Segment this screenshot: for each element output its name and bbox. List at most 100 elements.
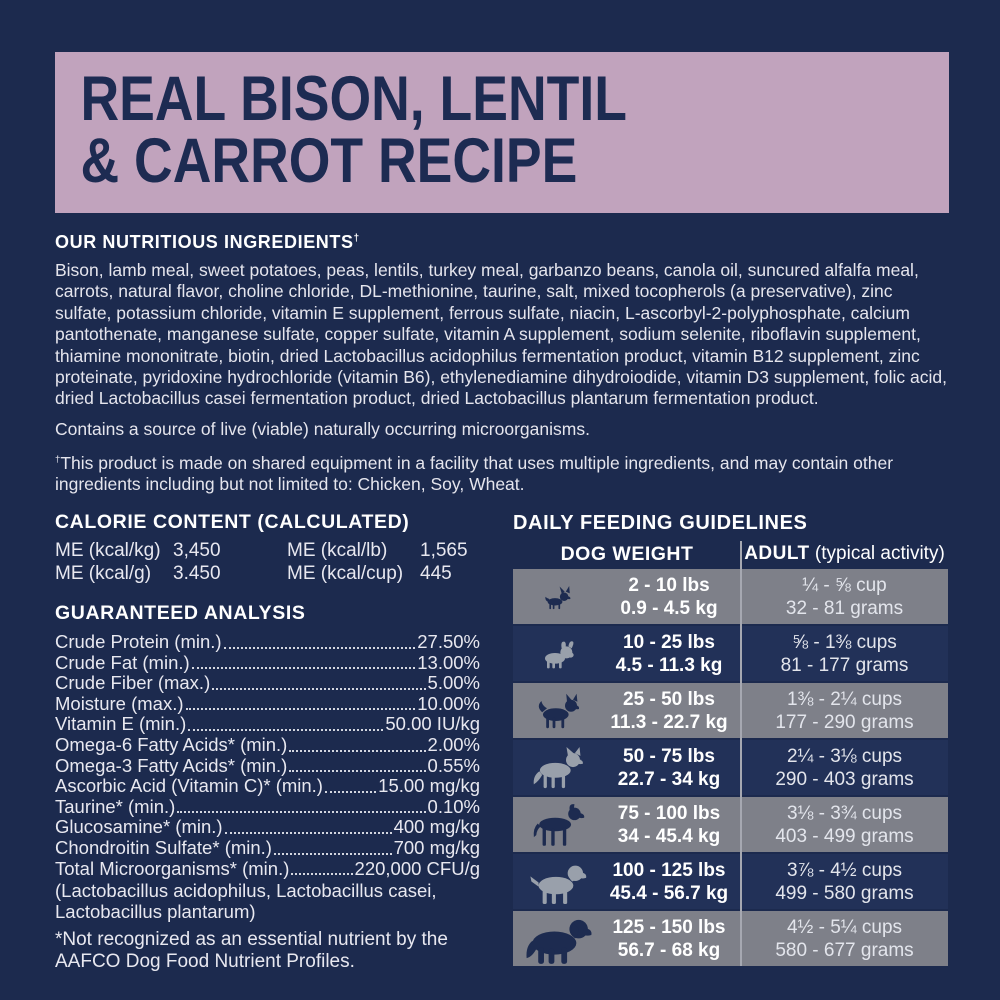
- analysis-value: 13.00%: [417, 651, 480, 673]
- amount-grams: 32 - 81 grams: [785, 597, 904, 619]
- chihuahua-icon: [542, 584, 576, 610]
- analysis-value: 5.00%: [427, 672, 480, 694]
- analysis-label: Omega-6 Fatty Acids* (min.): [55, 733, 288, 755]
- analysis-row: Crude Fiber (max.) 5.00%: [55, 673, 480, 694]
- feeding-row: 75 - 100 lbs 34 - 45.4 kg 3⅛ - 3¾ cups 403…: [513, 797, 948, 852]
- calorie-content-table: ME (kcal/kg) 3,450 ME (kcal/lb) 1,565 ME…: [55, 540, 490, 585]
- analysis-label: Taurine* (min.): [55, 795, 176, 817]
- dot-leader: [224, 831, 392, 834]
- amount-cups: 3⅞ - 4½ cups: [786, 859, 903, 881]
- analysis-label: Crude Fiber (max.): [55, 672, 211, 694]
- amount-cell: ⅝ - 1⅜ cups 81 - 177 grams: [741, 626, 948, 681]
- ingredients-list: Bison, lamb meal, sweet potatoes, peas, …: [55, 260, 947, 409]
- dot-leader: [289, 749, 426, 752]
- dot-leader: [191, 667, 416, 670]
- french-bulldog-icon: [539, 639, 579, 669]
- great-dane-icon: [530, 803, 588, 847]
- analysis-row: Crude Protein (min.) 27.50%: [55, 631, 480, 653]
- analysis-row: Total Microorganisms* (min.) 220,000 CFU/…: [55, 857, 480, 880]
- analysis-label: Omega-3 Fatty Acids* (min.): [55, 754, 288, 776]
- guaranteed-analysis-heading: GUARANTEED ANALYSIS: [55, 602, 306, 624]
- dot-leader: [324, 790, 377, 793]
- dagger-symbol: †: [55, 454, 61, 466]
- analysis-value: 220,000 CFU/g: [354, 857, 480, 879]
- analysis-row: Vitamin E (min.) 50.00 IU/kg: [55, 714, 480, 735]
- analysis-value: 15.00 mg/kg: [378, 775, 480, 797]
- newfoundland-icon: [524, 913, 594, 965]
- weight-lbs: 75 - 100 lbs: [617, 802, 721, 824]
- weight-cell: 10 - 25 lbs 4.5 - 11.3 kg: [513, 626, 741, 681]
- weight-kg: 45.4 - 56.7 kg: [609, 882, 729, 904]
- dot-leader: [177, 811, 426, 814]
- weight-kg: 4.5 - 11.3 kg: [615, 654, 723, 676]
- analysis-value: 27.50%: [417, 631, 480, 652]
- shared-equipment-note-text: This product is made on shared equipment…: [55, 453, 894, 495]
- dot-leader: [223, 646, 416, 649]
- analysis-label: Chondroitin Sulfate* (min.): [55, 836, 272, 858]
- weight-lbs: 50 - 75 lbs: [623, 745, 715, 767]
- calorie-label: ME (kcal/lb): [287, 540, 388, 561]
- amount-grams: 290 - 403 grams: [775, 768, 914, 790]
- dot-leader: [185, 708, 416, 711]
- lactobacillus-detail: (Lactobacillus acidophilus, Lactobacillu…: [55, 880, 437, 923]
- analysis-row: Chondroitin Sulfate* (min.) 700 mg/kg: [55, 836, 480, 859]
- analysis-value: 400 mg/kg: [393, 816, 480, 838]
- analysis-label: Crude Fat (min.): [55, 651, 190, 673]
- analysis-label: Total Microorganisms* (min.): [55, 857, 290, 879]
- recipe-title-line1: REAL BISON, LENTIL: [80, 64, 627, 134]
- amount-cups: 2¼ - 3⅛ cups: [786, 745, 903, 767]
- analysis-row: Taurine* (min.) 0.10%: [55, 795, 480, 818]
- weight-cell: 75 - 100 lbs 34 - 45.4 kg: [513, 797, 741, 852]
- feeding-row: 2 - 10 lbs 0.9 - 4.5 kg ¼ - ⅝ cup 32 - 81 …: [513, 569, 948, 624]
- analysis-value: 10.00%: [417, 692, 480, 714]
- analysis-label: Moisture (max.): [55, 692, 184, 714]
- weight-cell: 50 - 75 lbs 22.7 - 34 kg: [513, 740, 741, 795]
- calorie-label: ME (kcal/cup): [287, 562, 404, 584]
- amount-cups: 1⅜ - 2¼ cups: [786, 688, 903, 710]
- weight-cell: 2 - 10 lbs 0.9 - 4.5 kg: [513, 569, 741, 624]
- typical-activity-label: (typical activity): [809, 543, 945, 564]
- amount-grams: 499 - 580 grams: [775, 882, 914, 904]
- calorie-value: 3,450: [173, 540, 221, 561]
- analysis-value: 0.10%: [427, 795, 480, 817]
- recipe-title-line2: & CARROT RECIPE: [80, 126, 578, 196]
- feeding-table-header: DOG WEIGHT ADULT (typical activity): [513, 541, 948, 567]
- analysis-label: Vitamin E (min.): [55, 713, 187, 735]
- weight-kg: 22.7 - 34 kg: [617, 768, 721, 790]
- amount-cell: 3⅞ - 4½ cups 499 - 580 grams: [741, 854, 948, 909]
- weight-lbs: 25 - 50 lbs: [623, 688, 715, 710]
- amount-grams: 81 - 177 grams: [780, 654, 909, 676]
- feeding-row: 100 - 125 lbs 45.4 - 56.7 kg 3⅞ - 4½ cups…: [513, 854, 948, 909]
- feeding-guidelines-table: DOG WEIGHT ADULT (typical activity) 2 - …: [513, 541, 948, 966]
- analysis-label: Crude Protein (min.): [55, 631, 222, 652]
- amount-grams: 403 - 499 grams: [775, 825, 914, 847]
- feeding-row: 10 - 25 lbs 4.5 - 11.3 kg ⅝ - 1⅜ cups 81 -…: [513, 626, 948, 681]
- amount-cell: ¼ - ⅝ cup 32 - 81 grams: [741, 569, 948, 624]
- amount-cups: 3⅛ - 3¾ cups: [786, 802, 903, 824]
- calorie-content-section: CALORIE CONTENT (CALCULATED) ME (kcal/kg…: [55, 511, 490, 585]
- amount-cups: ¼ - ⅝ cup: [802, 574, 887, 596]
- ingredients-heading: OUR NUTRITIOUS INGREDIENTS†: [55, 232, 949, 253]
- adult-label: ADULT: [744, 543, 810, 564]
- calorie-label: ME (kcal/kg): [55, 540, 161, 561]
- ingredients-heading-text: OUR NUTRITIOUS INGREDIENTS: [55, 232, 354, 252]
- dot-leader: [291, 873, 353, 876]
- dog-weight-column-header: DOG WEIGHT: [560, 542, 694, 565]
- shepherd-icon: [531, 746, 587, 789]
- analysis-row: Ascorbic Acid (Vitamin C)* (min.) 15.00 m…: [55, 776, 480, 797]
- husky-icon: [535, 693, 583, 729]
- amount-cups: 4½ - 5¼ cups: [786, 916, 903, 938]
- amount-cell: 3⅛ - 3¾ cups 403 - 499 grams: [741, 797, 948, 852]
- calorie-value: 445: [420, 562, 452, 584]
- weight-lbs: 10 - 25 lbs: [623, 631, 715, 653]
- calorie-label: ME (kcal/g): [55, 562, 152, 584]
- calorie-content-heading: CALORIE CONTENT (CALCULATED): [55, 511, 410, 533]
- weight-lbs: 100 - 125 lbs: [612, 859, 726, 881]
- analysis-label: Glucosamine* (min.): [55, 816, 223, 838]
- weight-kg: 11.3 - 22.7 kg: [610, 711, 728, 733]
- weight-kg: 34 - 45.4 kg: [617, 825, 721, 847]
- amount-grams: 580 - 677 grams: [775, 939, 914, 961]
- analysis-row: Glucosamine* (min.) 400 mg/kg: [55, 817, 480, 838]
- weight-cell: 25 - 50 lbs 11.3 - 22.7 kg: [513, 683, 741, 738]
